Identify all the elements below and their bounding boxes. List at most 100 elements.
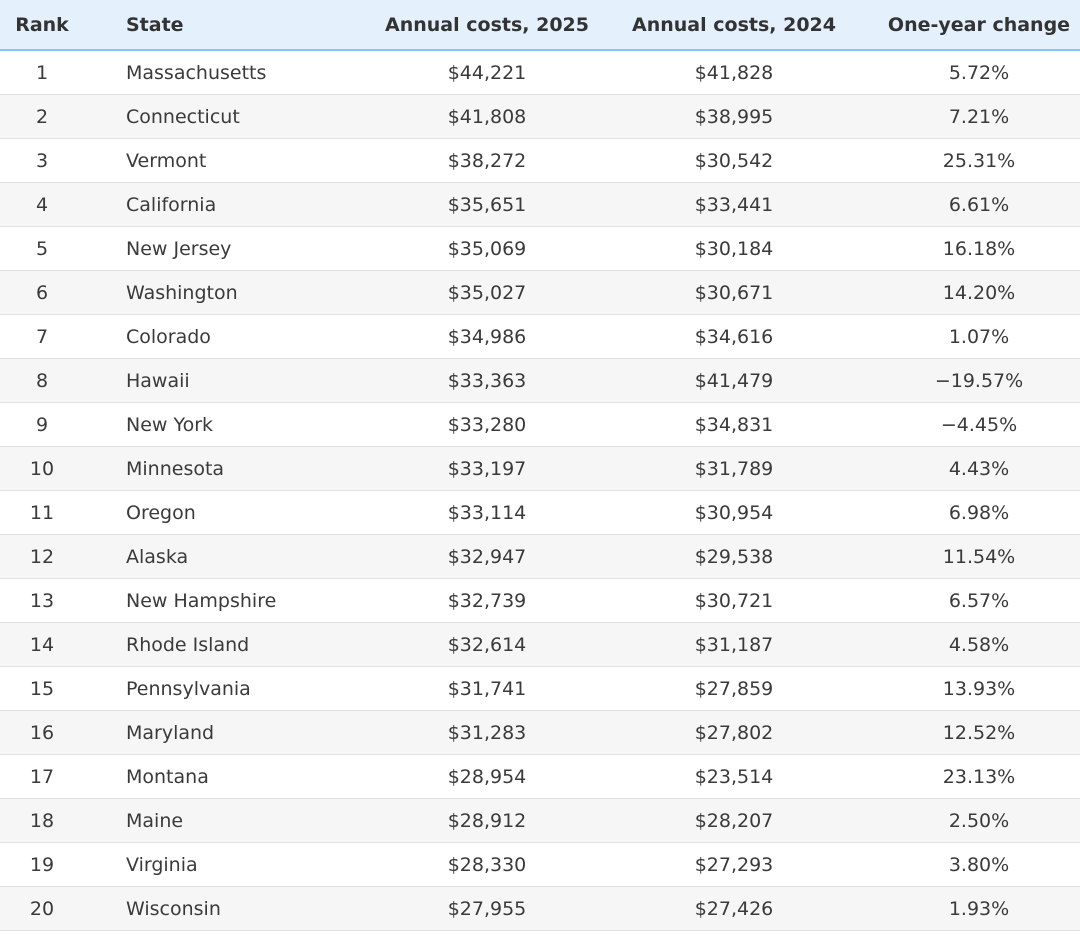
table-cell: $34,986	[384, 314, 590, 359]
table-cell: $31,741	[384, 666, 590, 711]
table-row: 6 Washington $35,027 $30,671 14.20%	[0, 270, 1080, 315]
table-cell: New York	[84, 402, 384, 447]
table-cell: −19.57%	[878, 358, 1080, 403]
table-cell: 10	[0, 446, 84, 491]
table-cell: Pennsylvania	[84, 666, 384, 711]
table-cell: $32,947	[384, 534, 590, 579]
table-cell: 20	[0, 886, 84, 931]
table-cell: 6.57%	[878, 578, 1080, 623]
table-cell: $32,739	[384, 578, 590, 623]
table-row: 15 Pennsylvania $31,741 $27,859 13.93%	[0, 666, 1080, 711]
table-cell: 1	[0, 50, 84, 95]
table-cell: $28,207	[590, 798, 878, 843]
table-cell: $41,479	[590, 358, 878, 403]
table-cell: $30,671	[590, 270, 878, 315]
table-cell: Connecticut	[84, 94, 384, 139]
table-cell: $31,187	[590, 622, 878, 667]
table-cell: 5.72%	[878, 50, 1080, 95]
table-cell: Washington	[84, 270, 384, 315]
table-cell: $35,069	[384, 226, 590, 271]
table-row: 8 Hawaii $33,363 $41,479 −19.57%	[0, 358, 1080, 403]
table-cell: $28,330	[384, 842, 590, 887]
table-cell: 6.61%	[878, 182, 1080, 227]
table-cell: Hawaii	[84, 358, 384, 403]
table-cell: Minnesota	[84, 446, 384, 491]
table-row: 20 Wisconsin $27,955 $27,426 1.93%	[0, 886, 1080, 931]
table-cell: 12	[0, 534, 84, 579]
table-cell: $30,184	[590, 226, 878, 271]
table-cell: $33,441	[590, 182, 878, 227]
table-cell: 4.43%	[878, 446, 1080, 491]
table-cell: $38,272	[384, 138, 590, 183]
table-cell: Maryland	[84, 710, 384, 755]
table-cell: $27,293	[590, 842, 878, 887]
table-cell: 3	[0, 138, 84, 183]
table-cell: $23,514	[590, 754, 878, 799]
table-cell: $33,114	[384, 490, 590, 535]
table-cell: $30,542	[590, 138, 878, 183]
table-cell: $35,651	[384, 182, 590, 227]
table-cell: 8	[0, 358, 84, 403]
table-cell: $27,802	[590, 710, 878, 755]
table-cell: Wisconsin	[84, 886, 384, 931]
table-row: 17 Montana $28,954 $23,514 23.13%	[0, 754, 1080, 799]
table-cell: $41,828	[590, 50, 878, 95]
table-row: 11 Oregon $33,114 $30,954 6.98%	[0, 490, 1080, 535]
table-cell: 14.20%	[878, 270, 1080, 315]
header-row: Rank State Annual costs, 2025 Annual costs,…	[0, 0, 1080, 51]
table-cell: 4	[0, 182, 84, 227]
table-row: 16 Maryland $31,283 $27,802 12.52%	[0, 710, 1080, 755]
table-row: 14 Rhode Island $32,614 $31,187 4.58%	[0, 622, 1080, 667]
table-cell: −4.45%	[878, 402, 1080, 447]
table-cell: $33,363	[384, 358, 590, 403]
table-cell: 12.52%	[878, 710, 1080, 755]
table-cell: $38,995	[590, 94, 878, 139]
table-cell: Massachusetts	[84, 50, 384, 95]
table-cell: 18	[0, 798, 84, 843]
table-body: 1 Massachusetts $44,221 $41,828 5.72% 2 Connec…	[0, 50, 1080, 931]
table-cell: $41,808	[384, 94, 590, 139]
table-cell: 15	[0, 666, 84, 711]
table-row: 18 Maine $28,912 $28,207 2.50%	[0, 798, 1080, 843]
table-cell: 9	[0, 402, 84, 447]
table-cell: California	[84, 182, 384, 227]
table-cell: Alaska	[84, 534, 384, 579]
table-cell: $30,954	[590, 490, 878, 535]
table-cell: $27,859	[590, 666, 878, 711]
table-cell: 14	[0, 622, 84, 667]
header-cell: Rank	[0, 0, 84, 51]
table-cell: 25.31%	[878, 138, 1080, 183]
table-cell: 6	[0, 270, 84, 315]
table-cell: 19	[0, 842, 84, 887]
table-cell: Maine	[84, 798, 384, 843]
table-row: 7 Colorado $34,986 $34,616 1.07%	[0, 314, 1080, 359]
table-row: 12 Alaska $32,947 $29,538 11.54%	[0, 534, 1080, 579]
table-cell: 6.98%	[878, 490, 1080, 535]
table-cell: 17	[0, 754, 84, 799]
table-cell: $31,283	[384, 710, 590, 755]
table-cell: 13.93%	[878, 666, 1080, 711]
table-cell: 11	[0, 490, 84, 535]
table-cell: 1.93%	[878, 886, 1080, 931]
table-cell: Rhode Island	[84, 622, 384, 667]
table-row: 10 Minnesota $33,197 $31,789 4.43%	[0, 446, 1080, 491]
table-row: 3 Vermont $38,272 $30,542 25.31%	[0, 138, 1080, 183]
table-cell: $32,614	[384, 622, 590, 667]
table-cell: $28,912	[384, 798, 590, 843]
header-cell: Annual costs, 2024	[590, 0, 878, 51]
table-cell: $34,616	[590, 314, 878, 359]
table-row: 13 New Hampshire $32,739 $30,721 6.57%	[0, 578, 1080, 623]
table-cell: 16	[0, 710, 84, 755]
table-cell: 23.13%	[878, 754, 1080, 799]
table-row: 4 California $35,651 $33,441 6.61%	[0, 182, 1080, 227]
table-cell: New Jersey	[84, 226, 384, 271]
table-cell: 2.50%	[878, 798, 1080, 843]
table-cell: $30,721	[590, 578, 878, 623]
table-row: 9 New York $33,280 $34,831 −4.45%	[0, 402, 1080, 447]
table-cell: 13	[0, 578, 84, 623]
table-cell: 7.21%	[878, 94, 1080, 139]
table-cell: $29,538	[590, 534, 878, 579]
table-cell: $33,197	[384, 446, 590, 491]
